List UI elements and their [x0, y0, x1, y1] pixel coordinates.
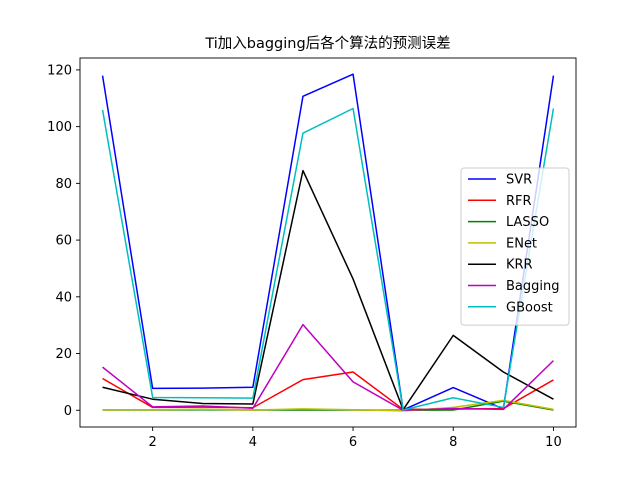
series-line-svr [101, 73, 555, 411]
x-tick-label: 4 [249, 435, 257, 450]
series-layer [101, 73, 555, 412]
legend-label-krr: KRR [506, 258, 533, 273]
y-tick-label: 120 [47, 63, 72, 78]
x-tick-label: 10 [545, 435, 562, 450]
x-tick-label: 6 [349, 435, 357, 450]
y-tick-label: 60 [55, 234, 72, 249]
legend-label-lasso: LASSO [506, 215, 549, 230]
y-tick-label: 0 [64, 404, 72, 419]
legend-label-svr: SVR [506, 173, 532, 188]
axes-frame [79, 57, 577, 428]
legend-label-gboost: GBoost [506, 300, 553, 315]
legend: SVR RFR LASSO ENet KRR Bagging GBoost [460, 167, 570, 326]
x-tick-label: 2 [149, 435, 157, 450]
legend-label-bagging: Bagging [506, 279, 560, 294]
legend-label-rfr: RFR [506, 194, 532, 209]
series-line-gboost [101, 107, 555, 411]
y-tick-label: 20 [55, 347, 72, 362]
series-line-enet [102, 399, 554, 412]
legend-label-enet: ENet [506, 236, 537, 251]
x-tick-label: 8 [449, 435, 457, 450]
y-tick-label: 100 [47, 120, 72, 135]
series-line-bagging [102, 323, 554, 412]
series-line-krr [102, 169, 554, 411]
y-tick-label: 40 [55, 290, 72, 305]
y-tick-label: 80 [55, 177, 72, 192]
chart-title: Ti加入bagging后各个算法的预测误差 [204, 35, 450, 52]
